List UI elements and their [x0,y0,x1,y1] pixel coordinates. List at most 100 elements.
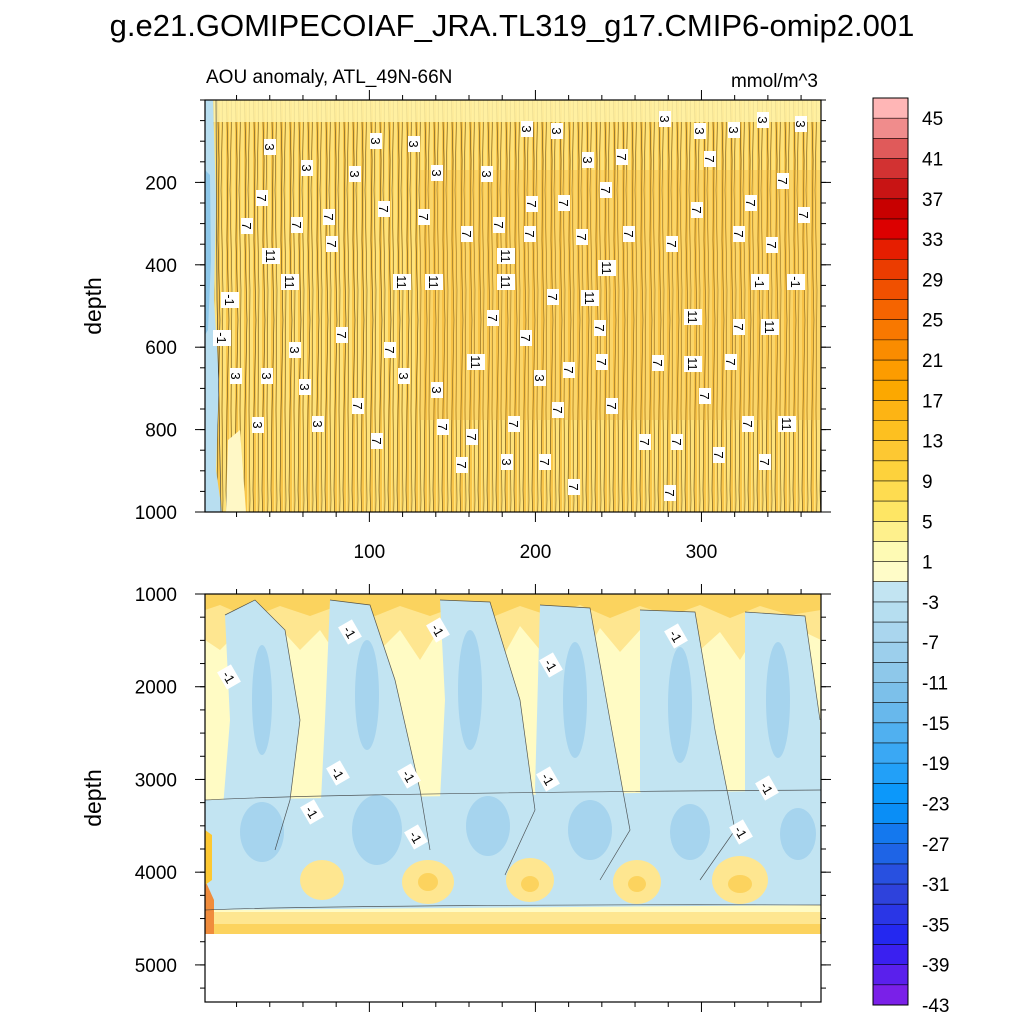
colorbar-swatch [873,904,908,925]
contour-label-box [576,229,588,245]
contour-label: 3 [310,420,325,427]
contour-label: 7 [731,230,746,237]
contour-label-box [777,173,789,189]
contour-label: 7 [743,199,758,206]
contour-label-box [795,116,807,132]
contour-label-box [563,362,575,378]
contour-label: 7 [731,323,746,330]
contour-label: 7 [697,392,712,399]
contour-label-box [616,149,628,165]
contour-label: 3 [297,383,312,390]
contour-label-box [437,419,449,435]
lower-ticks: 1000 2000 3000 4000 5000 [135,584,831,1012]
colorbar-swatch [873,884,908,905]
contour-label-box [291,217,303,233]
lower-plot-frame [204,593,822,1003]
contour-label: 7 [522,230,537,237]
contour-label: 11 [498,249,513,263]
y-tick-label: 5000 [135,956,177,977]
contour-label-box [742,416,754,432]
contour-label: 7 [775,177,790,184]
y-tick-label: 3000 [135,770,177,791]
contour-label-box [352,398,364,414]
contour-label-box [547,289,559,305]
contour-label-box [371,433,383,449]
colorbar: 45 41 37 33 29 25 21 17 13 9 5 1 -3 -7 -11 -15 -19 -23 -27… [872,97,949,1017]
colorbar-label: -39 [922,956,949,977]
x-tick-label: 300 [686,542,718,563]
contour-label: 7 [382,346,397,353]
y-tick-label: 800 [145,421,177,442]
contour-label: 7 [350,402,365,409]
contour-label: 7 [757,458,772,465]
contour-label-box [699,388,711,404]
colorbar-swatch [873,420,908,442]
colorbar-label: 29 [922,270,943,291]
y-tick-label: 4000 [135,863,177,884]
colorbar-swatch [873,521,908,542]
colorbar-label: -3 [922,593,939,614]
contour-label-box [725,354,737,370]
contour-label: 7 [556,199,571,206]
contour-label-box [664,485,676,501]
contour-label-box [798,207,810,223]
contour-label-box [456,457,468,473]
chart-title: g.e21.GOMIPECOIAF_JRA.TL319_g17.CMIP6-om… [110,8,915,43]
contour-label-box [600,182,612,198]
colorbar-label: 41 [922,149,943,170]
contour-label-box [312,416,324,432]
contour-label: 7 [254,194,269,201]
colorbar-label: -19 [922,754,949,775]
contour-label: 3 [755,116,770,123]
contour-label-box [418,209,430,225]
no-data-region [205,934,821,1002]
contour-label: 7 [637,438,652,445]
contour-label: 7 [702,155,717,162]
contour-label-box [551,123,563,139]
lower-contour-labels: -1 -1 -1-1-1-1 -1 -1-1-1-1 -1 [217,617,779,850]
contour-label: 7 [239,222,254,229]
contour-label: 3 [396,372,411,379]
contour-label: 11 [468,355,483,369]
contour-label: 3 [347,170,362,177]
contour-label-box [301,160,313,176]
contour-label-box [581,290,599,306]
contour-label-box [596,354,608,370]
contour-label: 7 [598,186,613,193]
contour-label: 3 [262,143,277,150]
contour-label: 7 [561,366,576,373]
y-tick-label: 2000 [135,678,177,699]
contour-label: 7 [650,359,665,366]
contour-label-box [704,151,716,167]
upper-contour-labels: 3 3 3 3 3 3 3 3 3 3 3 3 3 3 3 7 7 7 7 7 7 7 7 7 7 7 7 7 7 7 7 7 7 7 7 7 7 7 7 1… [213,111,811,501]
contour-label-box [425,274,443,290]
colorbar-swatch [873,803,908,824]
contour-label-box [217,664,241,690]
colorbar-label: 5 [922,512,933,533]
colorbar-label: -43 [922,996,949,1017]
contour-label-box [536,766,560,792]
contour-label-box [671,434,683,450]
colorbar-label: 45 [922,109,943,130]
contour-label-box [384,342,396,358]
colorbar-frame [872,97,909,1006]
contour-label: -1 [214,332,229,344]
contour-label-box [397,763,421,789]
colorbar-swatch [873,662,908,683]
contour-label-box [751,274,769,290]
contour-label-box [408,136,420,152]
x-tick-label: 100 [354,542,386,563]
colorbar-label: -31 [922,875,949,896]
contour-label: 11 [762,320,777,334]
colorbar-swatch [873,460,908,482]
colorbar-swatch [873,339,908,361]
upper-field [205,100,821,512]
contour-label: 7 [764,241,779,248]
y-tick-label: 1000 [135,503,177,524]
contour-label: 7 [506,420,521,427]
contour-label-box [639,434,651,450]
colorbar-swatch [873,702,908,724]
colorbar-swatch [873,682,908,704]
contour-label: 11 [282,275,297,289]
